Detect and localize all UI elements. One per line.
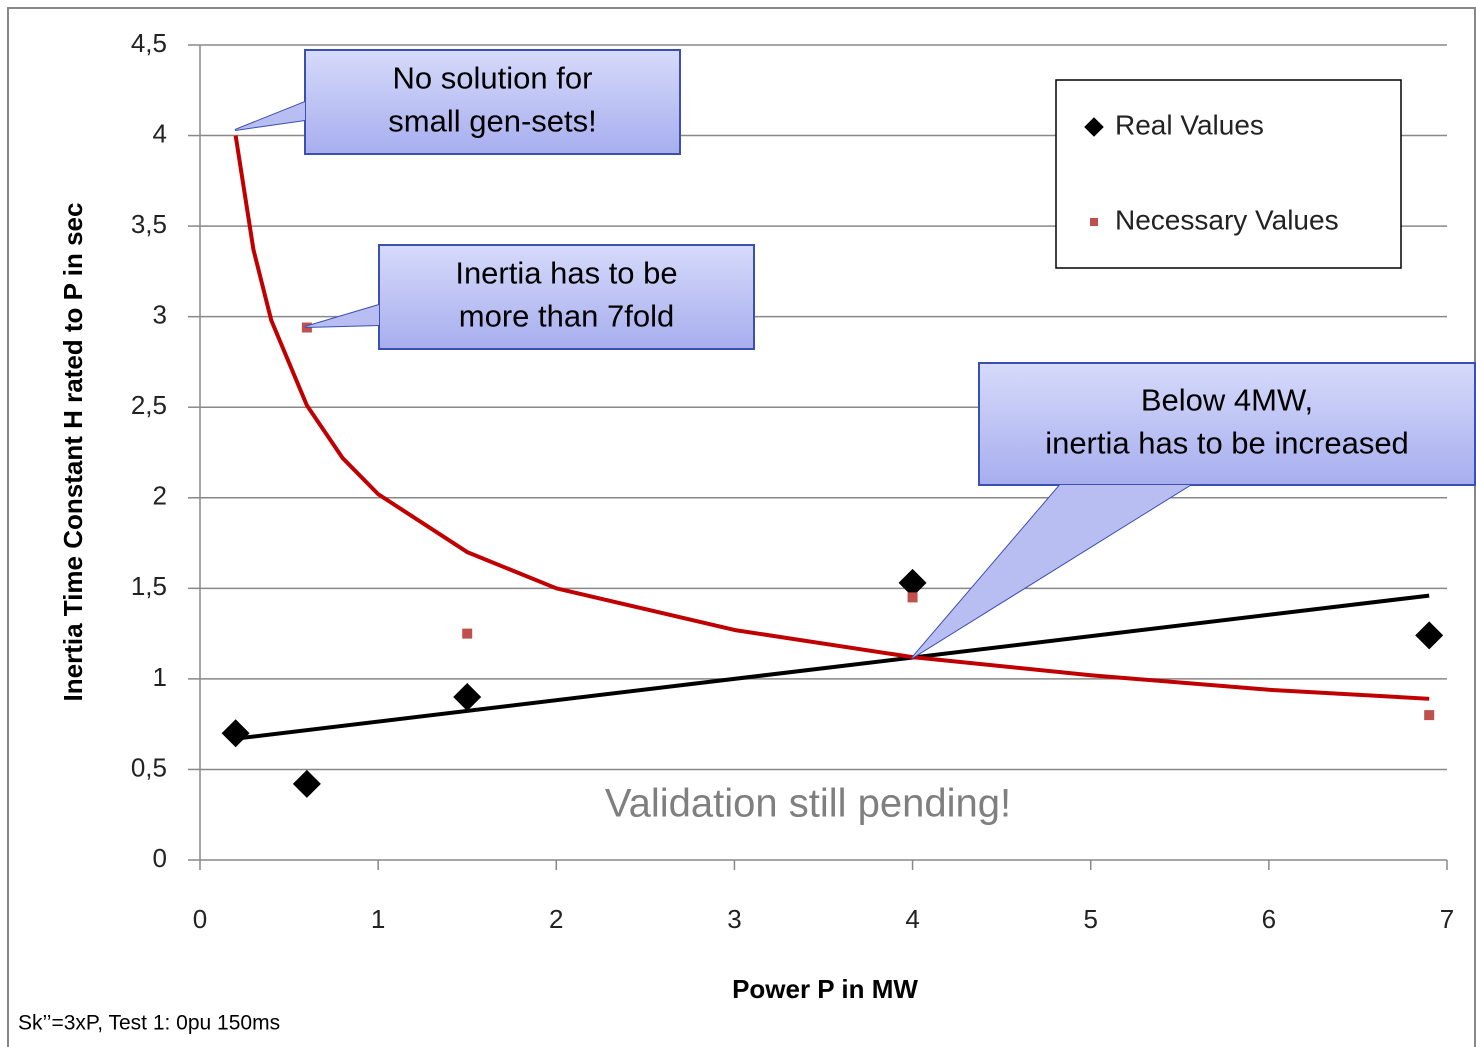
y-tick-label: 3 <box>153 300 167 330</box>
y-tick-label: 4,5 <box>131 28 167 58</box>
callout-text: more than 7fold <box>459 299 674 334</box>
legend-label: Real Values <box>1115 109 1264 140</box>
point <box>1424 710 1435 721</box>
y-tick-label: 4 <box>153 118 167 148</box>
callout-pointer-seam <box>235 102 305 130</box>
x-tick-label: 6 <box>1262 904 1276 934</box>
footnote: Sk’’=3xP, Test 1: 0pu 150ms <box>18 1012 280 1035</box>
callout-pointer-seam <box>305 305 379 327</box>
x-tick-label: 1 <box>371 904 385 934</box>
x-tick-label: 7 <box>1440 904 1454 934</box>
trend-line <box>235 593 1430 741</box>
callout-text: No solution for <box>393 61 593 96</box>
callout-pointer-seam <box>912 485 1190 658</box>
point <box>907 592 918 603</box>
callout: Below 4MW, inertia has to be increased <box>911 362 1476 659</box>
callout: Inertia has to be more than 7fold <box>304 244 755 350</box>
callout-text: Inertia has to be <box>455 256 677 291</box>
y-tick-label: 3,5 <box>131 209 167 239</box>
point <box>898 568 927 597</box>
callout-text: inertia has to be increased <box>1045 426 1409 461</box>
x-tick-label: 4 <box>905 904 919 934</box>
legend-marker <box>1084 117 1104 137</box>
legend-label: Necessary Values <box>1115 204 1339 235</box>
point <box>462 628 473 639</box>
y-tick-label: 0 <box>153 843 167 873</box>
y-tick-label: 2,5 <box>131 390 167 420</box>
y-tick-label: 1 <box>153 662 167 692</box>
y-tick-label: 1,5 <box>131 571 167 601</box>
callout-text: small gen-sets! <box>388 104 596 139</box>
callout-box <box>304 49 681 155</box>
y-axis-title: Inertia Time Constant H rated to P in se… <box>58 203 88 702</box>
callout: No solution for small gen-sets! <box>234 49 681 155</box>
point <box>453 683 482 711</box>
point <box>1415 621 1444 650</box>
x-axis-title: Power P in MW <box>732 974 918 1004</box>
callout-box <box>978 362 1476 486</box>
y-tick-label: 0,5 <box>131 752 167 782</box>
callout-box <box>378 244 755 350</box>
note: Validation still pending! <box>605 782 1011 826</box>
legend-marker <box>1090 218 1098 226</box>
point <box>292 769 321 798</box>
trend-line <box>233 135 1430 701</box>
y-tick-label: 2 <box>153 481 167 511</box>
point <box>221 719 250 748</box>
callout-text: Below 4MW, <box>1141 383 1313 418</box>
x-tick-label: 2 <box>549 904 563 934</box>
x-tick-label: 0 <box>193 904 207 934</box>
legend-box <box>1055 79 1402 269</box>
x-tick-label: 3 <box>727 904 741 934</box>
x-tick-label: 5 <box>1083 904 1097 934</box>
